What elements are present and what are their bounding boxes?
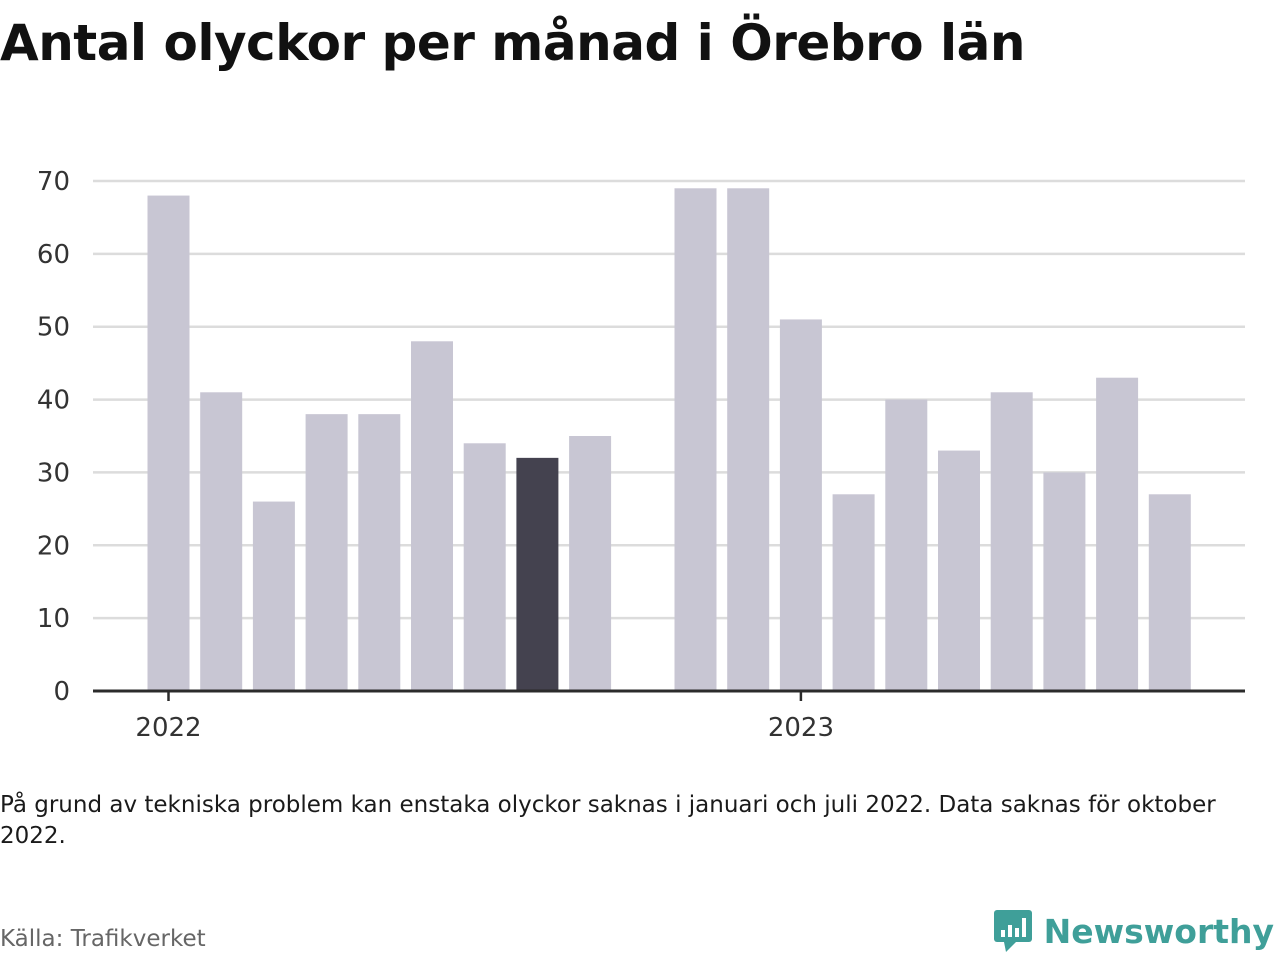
- labels: 0 10 20 30 40 50 60 70 27 2022 2023: [37, 150, 1280, 743]
- bar-2023-06: [1043, 472, 1086, 691]
- bar-2022-02: [200, 392, 243, 691]
- chart-note: På grund av tekniska problem kan enstaka…: [0, 792, 1216, 849]
- newsworthy-logo[interactable]: Newsworthy: [992, 908, 1274, 954]
- bar-chart: 0 10 20 30 40 50 60 70 27 2022 2023: [37, 150, 1280, 743]
- y-tick-label: 60: [37, 240, 70, 270]
- bar-2023-07: [1096, 377, 1139, 691]
- y-tick-label: 40: [37, 386, 70, 416]
- brand-name: Newsworthy: [1043, 911, 1274, 951]
- data-label: 27: [1259, 150, 1280, 157]
- source-text: Källa: Trafikverket: [0, 926, 206, 952]
- bar-2023-04: [938, 450, 980, 691]
- bar-2022-05: [358, 414, 401, 691]
- bars: [147, 188, 1191, 692]
- y-tick-label: 20: [37, 531, 70, 561]
- bar-2023-08: [1148, 494, 1191, 691]
- bar-2022-08: [516, 457, 559, 691]
- y-tick-label: 30: [37, 458, 70, 488]
- y-tick-label: 0: [53, 677, 70, 707]
- x-tick-label: 2022: [135, 713, 201, 743]
- bar-2022-12: [727, 188, 770, 691]
- bar-2022-01: [147, 195, 190, 692]
- bar-2022-11: [674, 188, 717, 691]
- bar-2023-05: [990, 392, 1033, 691]
- bar-2022-03: [252, 501, 295, 691]
- bar-2022-07: [463, 443, 506, 691]
- bar-2022-04: [305, 414, 348, 691]
- bar-2022-06: [411, 341, 453, 691]
- bar-2022-09: [569, 436, 612, 691]
- y-tick-label: 70: [37, 167, 70, 197]
- axes: [93, 689, 1245, 701]
- x-tick-label: 2023: [768, 713, 834, 743]
- newsworthy-chart-bubble-icon: [993, 910, 1032, 952]
- bar-2023-02: [832, 494, 875, 691]
- bar-2023-03: [885, 399, 928, 691]
- bar-2023-01: [779, 319, 822, 691]
- y-tick-label: 50: [37, 313, 70, 343]
- chart-title: Antal olyckor per månad i Örebro län: [0, 14, 1025, 72]
- y-tick-label: 10: [37, 604, 70, 634]
